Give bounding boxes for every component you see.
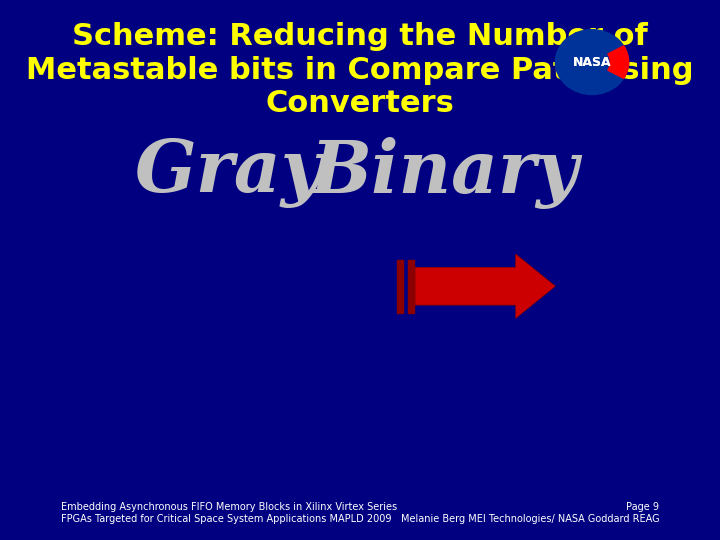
Text: NASA: NASA <box>572 56 611 69</box>
FancyArrow shape <box>415 254 555 319</box>
Text: Gray: Gray <box>134 137 323 208</box>
Wedge shape <box>608 46 629 78</box>
Text: NASA: NASA <box>572 56 611 69</box>
Text: Binary: Binary <box>311 137 580 209</box>
Circle shape <box>555 30 629 94</box>
Bar <box>408 260 414 313</box>
Text: Page 9
Melanie Berg MEI Technologies/ NASA Goddard REAG: Page 9 Melanie Berg MEI Technologies/ NA… <box>400 502 659 524</box>
Bar <box>397 260 402 313</box>
Text: Embedding Asynchronous FIFO Memory Blocks in Xilinx Virtex Series
FPGAs Targeted: Embedding Asynchronous FIFO Memory Block… <box>61 502 397 524</box>
Text: Scheme: Reducing the Number of
Metastable bits in Compare Path using
Converters: Scheme: Reducing the Number of Metastabl… <box>26 22 694 118</box>
